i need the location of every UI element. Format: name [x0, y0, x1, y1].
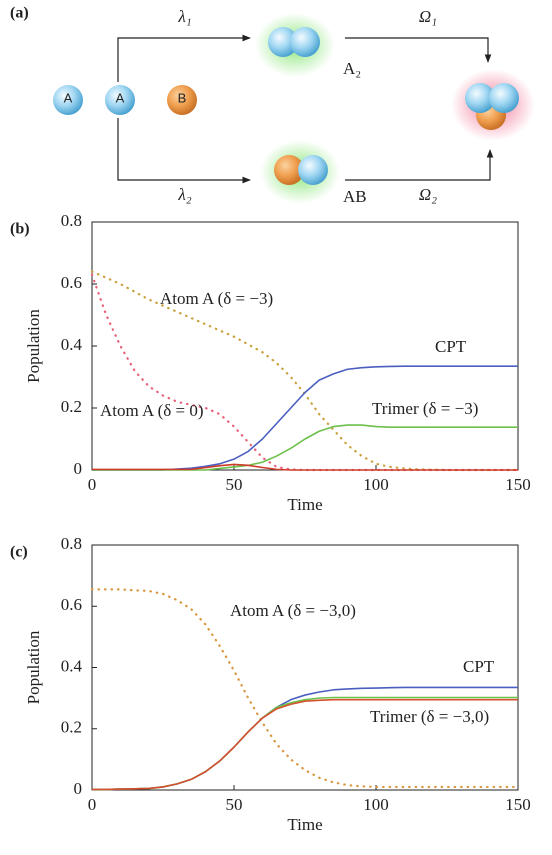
panel-label: (b) [10, 221, 30, 238]
x-tick-label: 0 [88, 475, 97, 494]
x-tick-label: 150 [505, 475, 531, 494]
series-line [92, 686, 518, 791]
y-tick-label: 0.4 [61, 335, 83, 354]
panel-label: (a) [10, 5, 29, 22]
atom-label: A [116, 90, 125, 105]
y-tick-label: 0.6 [61, 595, 82, 614]
series-label: Atom A (δ = −3,0) [230, 601, 356, 620]
series-line [90, 588, 520, 789]
atom-a [290, 27, 320, 57]
x-tick-label: 100 [363, 475, 389, 494]
diagram: (a) A A B λ₁ λ₂ A₂ AB Ω₁ Ω₂ [10, 5, 535, 206]
series-label: CPT [463, 657, 495, 676]
series-label: Trimer (δ = −3) [372, 399, 478, 418]
atom-a [489, 83, 519, 113]
rate-label: λ₂ [177, 185, 191, 204]
y-tick-label: 0.2 [61, 718, 82, 737]
x-tick-label: 150 [505, 795, 531, 814]
y-tick-label: 0.4 [61, 656, 83, 675]
arrow [345, 37, 492, 63]
y-tick-label: 0.8 [61, 211, 82, 230]
coupling-label: Ω₂ [419, 185, 437, 204]
y-tick-label: 0 [74, 459, 83, 478]
atom-b [274, 155, 304, 185]
y-tick-label: 0.8 [61, 534, 82, 553]
atom-a [465, 83, 495, 113]
atom-label: A [64, 90, 73, 105]
y-axis-label: Population [24, 630, 43, 704]
molecule-label: A₂ [343, 59, 361, 78]
molecule-label: AB [343, 187, 367, 206]
atom-a [298, 155, 328, 185]
x-tick-label: 100 [363, 795, 389, 814]
y-axis-label: Population [24, 309, 43, 383]
series-line [92, 424, 518, 471]
series-line [90, 273, 520, 472]
series-line [90, 270, 520, 472]
atom-b [167, 85, 197, 115]
arrow [117, 34, 251, 82]
arrow [345, 149, 494, 181]
series-label: Atom A (δ = −3) [160, 289, 273, 308]
x-tick-label: 0 [88, 795, 97, 814]
series-line [92, 698, 518, 791]
y-tick-label: 0.2 [61, 397, 82, 416]
y-tick-label: 0 [74, 779, 83, 798]
panel-label: (c) [10, 544, 28, 561]
x-axis-label: Time [287, 495, 322, 514]
series-line [92, 463, 518, 471]
x-axis-label: Time [287, 815, 322, 834]
atom-a [268, 27, 298, 57]
y-tick-label: 0.6 [61, 273, 82, 292]
atom-label: B [178, 90, 187, 105]
x-tick-label: 50 [226, 475, 243, 494]
x-tick-label: 50 [226, 795, 243, 814]
series-label: Trimer (δ = −3,0) [370, 707, 489, 726]
atom-a [53, 85, 83, 115]
series-label: Atom A (δ = 0) [100, 401, 204, 420]
coupling-label: Ω₁ [419, 7, 437, 26]
plot-frame [91, 544, 519, 791]
series-label: CPT [435, 337, 467, 356]
atom-a [105, 85, 135, 115]
arrow [117, 118, 251, 184]
rate-label: λ₁ [177, 7, 191, 26]
